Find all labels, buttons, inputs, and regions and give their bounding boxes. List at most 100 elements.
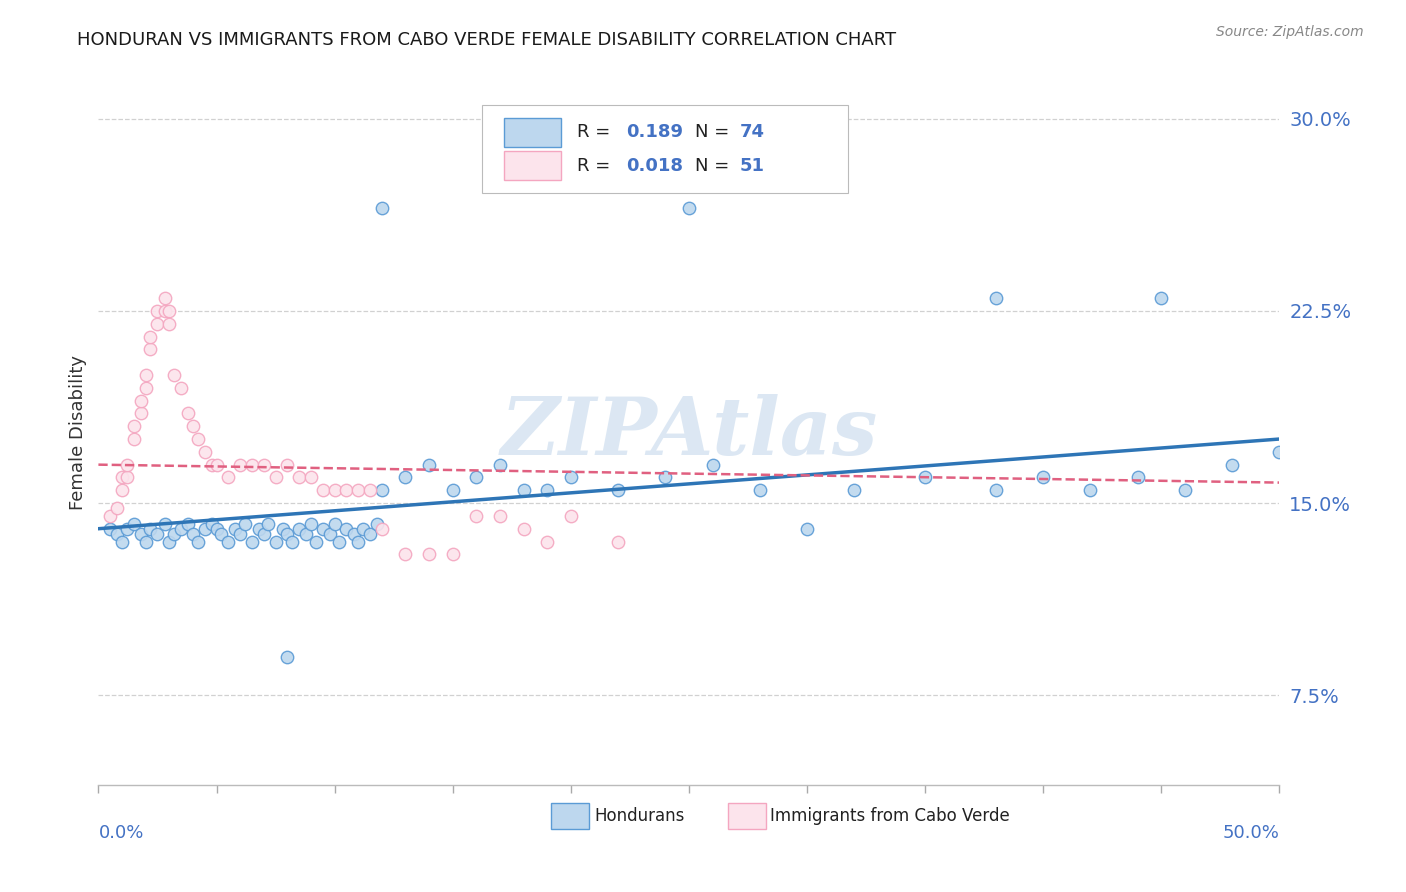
Point bbox=[536, 483, 558, 498]
Point bbox=[135, 534, 157, 549]
Point bbox=[146, 526, 169, 541]
Text: 0.0%: 0.0% bbox=[98, 823, 143, 842]
Point bbox=[157, 534, 180, 549]
Point bbox=[914, 470, 936, 484]
Point bbox=[129, 406, 152, 420]
Text: N =: N = bbox=[695, 157, 735, 175]
Point bbox=[678, 202, 700, 216]
Point bbox=[224, 522, 246, 536]
Point bbox=[796, 522, 818, 536]
Point bbox=[253, 526, 276, 541]
Point bbox=[115, 522, 138, 536]
Point bbox=[253, 458, 276, 472]
Point bbox=[181, 526, 204, 541]
Point bbox=[229, 458, 252, 472]
Point bbox=[323, 516, 346, 531]
Text: 0.189: 0.189 bbox=[626, 123, 683, 142]
Point bbox=[441, 547, 464, 561]
Point bbox=[607, 534, 630, 549]
Point bbox=[139, 329, 162, 343]
Text: Source: ZipAtlas.com: Source: ZipAtlas.com bbox=[1216, 25, 1364, 39]
Point bbox=[205, 458, 228, 472]
Point bbox=[288, 470, 311, 484]
Point bbox=[105, 501, 128, 516]
Point bbox=[139, 343, 162, 357]
Point bbox=[1220, 458, 1243, 472]
Point bbox=[418, 547, 440, 561]
Point bbox=[247, 522, 270, 536]
Point bbox=[229, 526, 252, 541]
FancyBboxPatch shape bbox=[503, 118, 561, 147]
Point bbox=[984, 483, 1007, 498]
Text: 74: 74 bbox=[740, 123, 765, 142]
Point bbox=[654, 470, 676, 484]
Text: HONDURAN VS IMMIGRANTS FROM CABO VERDE FEMALE DISABILITY CORRELATION CHART: HONDURAN VS IMMIGRANTS FROM CABO VERDE F… bbox=[77, 31, 897, 49]
Point bbox=[111, 470, 134, 484]
Point bbox=[111, 483, 134, 498]
Point bbox=[328, 534, 350, 549]
Point bbox=[177, 406, 200, 420]
Point bbox=[129, 393, 152, 408]
Point bbox=[146, 317, 169, 331]
Point bbox=[295, 526, 318, 541]
Point bbox=[122, 419, 145, 434]
Point bbox=[323, 483, 346, 498]
Point bbox=[319, 526, 342, 541]
Text: Hondurans: Hondurans bbox=[595, 807, 685, 825]
Point bbox=[465, 508, 488, 523]
FancyBboxPatch shape bbox=[503, 151, 561, 180]
Point bbox=[312, 522, 335, 536]
Point bbox=[111, 534, 134, 549]
Point bbox=[153, 516, 176, 531]
Point bbox=[264, 534, 287, 549]
FancyBboxPatch shape bbox=[728, 804, 766, 829]
Point bbox=[418, 458, 440, 472]
Point bbox=[335, 483, 357, 498]
Point bbox=[347, 534, 370, 549]
Point bbox=[135, 368, 157, 382]
Point bbox=[98, 508, 121, 523]
Point bbox=[342, 526, 364, 541]
Point bbox=[465, 470, 488, 484]
Point bbox=[115, 458, 138, 472]
Point bbox=[170, 381, 193, 395]
Text: R =: R = bbox=[576, 157, 616, 175]
Point bbox=[139, 522, 162, 536]
Point bbox=[157, 317, 180, 331]
Point bbox=[157, 304, 180, 318]
Point bbox=[105, 526, 128, 541]
Point bbox=[187, 432, 209, 446]
Point bbox=[187, 534, 209, 549]
Point bbox=[194, 522, 217, 536]
Point bbox=[359, 526, 381, 541]
Point bbox=[177, 516, 200, 531]
Point bbox=[276, 649, 298, 664]
Point bbox=[217, 470, 239, 484]
Point bbox=[264, 470, 287, 484]
Point bbox=[512, 522, 534, 536]
Point bbox=[153, 291, 176, 305]
Text: 0.018: 0.018 bbox=[626, 157, 683, 175]
Point bbox=[122, 432, 145, 446]
Point bbox=[366, 516, 388, 531]
Point bbox=[1268, 445, 1291, 459]
Point bbox=[233, 516, 256, 531]
Point bbox=[170, 522, 193, 536]
Point bbox=[489, 508, 512, 523]
Point bbox=[276, 458, 298, 472]
Point bbox=[441, 483, 464, 498]
Point bbox=[163, 526, 186, 541]
Point bbox=[276, 526, 298, 541]
Point bbox=[394, 547, 416, 561]
Point bbox=[217, 534, 239, 549]
Text: Immigrants from Cabo Verde: Immigrants from Cabo Verde bbox=[770, 807, 1010, 825]
Point bbox=[299, 516, 322, 531]
Point bbox=[257, 516, 280, 531]
Text: 51: 51 bbox=[740, 157, 765, 175]
Point bbox=[702, 458, 724, 472]
Text: N =: N = bbox=[695, 123, 735, 142]
Point bbox=[512, 483, 534, 498]
Point bbox=[209, 526, 232, 541]
Point bbox=[135, 381, 157, 395]
Point bbox=[115, 470, 138, 484]
